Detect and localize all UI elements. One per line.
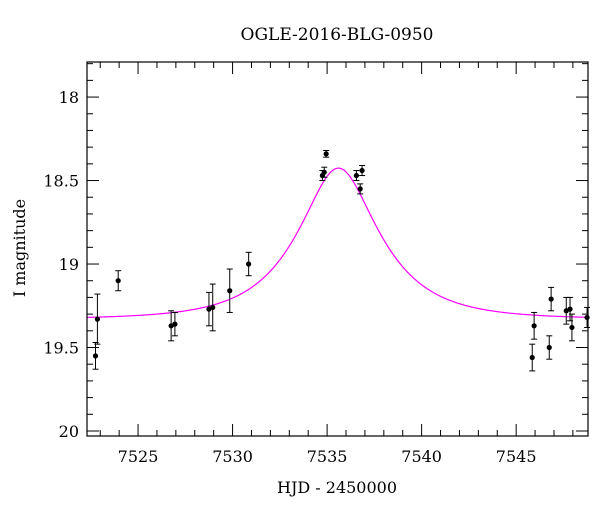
plot-frame xyxy=(86,61,589,437)
point-marker xyxy=(357,186,363,192)
point-marker xyxy=(94,316,100,322)
data-point xyxy=(115,270,122,292)
point-marker xyxy=(546,344,552,351)
y-axis-label: I magnitude xyxy=(10,199,29,297)
data-point xyxy=(357,183,364,195)
data-point xyxy=(226,268,233,313)
point-marker xyxy=(359,167,365,174)
point-marker xyxy=(321,169,327,175)
data-point xyxy=(546,335,553,360)
data-points-layer xyxy=(92,149,591,372)
point-marker xyxy=(323,151,329,157)
data-point xyxy=(568,313,575,342)
data-point xyxy=(529,343,536,372)
point-marker xyxy=(227,288,233,294)
model-curve-layer xyxy=(86,167,589,318)
point-marker xyxy=(172,321,178,327)
point-marker xyxy=(210,304,216,311)
data-point xyxy=(323,149,330,158)
x-tick-label: 7525 xyxy=(118,447,159,466)
x-tick-label: 7540 xyxy=(401,447,442,466)
y-tick-label: 19.5 xyxy=(43,339,79,358)
point-marker xyxy=(92,353,99,359)
data-point xyxy=(584,306,591,328)
y-tick-label: 20 xyxy=(59,422,79,441)
x-tick-label: 7545 xyxy=(496,447,537,466)
data-point xyxy=(353,170,360,182)
data-point xyxy=(92,342,99,370)
data-point xyxy=(245,251,252,277)
point-marker xyxy=(548,296,554,302)
point-marker xyxy=(353,172,360,179)
data-point xyxy=(94,293,101,345)
data-point xyxy=(171,311,178,337)
y-tick-label: 18 xyxy=(59,88,79,107)
data-point xyxy=(321,166,328,178)
point-marker xyxy=(115,278,121,284)
x-axis-label: HJD - 2450000 xyxy=(277,478,397,497)
data-point xyxy=(548,286,555,312)
axis-ticks: 7525 7530 7535 7540 7545 18 18.5 19 19.5 20 xyxy=(43,62,588,466)
y-tick-label: 18.5 xyxy=(43,172,79,191)
y-tick-label: 19 xyxy=(59,255,79,274)
point-marker xyxy=(567,306,573,312)
point-marker xyxy=(584,314,590,321)
chart-title: OGLE-2016-BLG-0950 xyxy=(241,25,434,45)
x-tick-label: 7530 xyxy=(212,447,253,466)
point-marker xyxy=(529,354,535,361)
data-point xyxy=(209,283,216,332)
point-marker xyxy=(531,323,537,329)
point-marker xyxy=(246,261,252,267)
point-marker xyxy=(569,324,575,331)
data-point xyxy=(359,165,366,177)
model-curve xyxy=(86,167,589,318)
data-point xyxy=(531,311,538,340)
x-tick-label: 7535 xyxy=(307,447,348,466)
